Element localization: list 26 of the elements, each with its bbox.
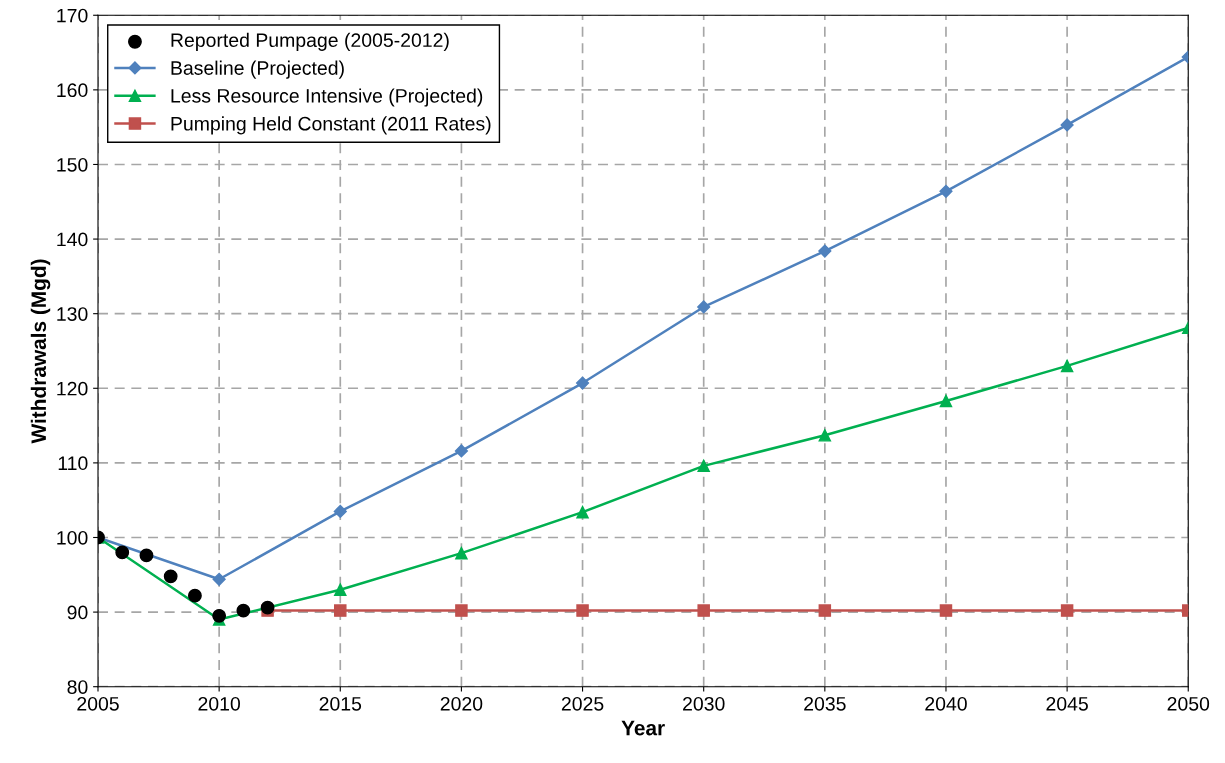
legend-label: Pumping Held Constant (2011 Rates) [171, 116, 491, 135]
x-tick-label: 2035 [804, 696, 846, 711]
y-tick-label: 90 [67, 605, 88, 620]
x-tick-label: 2045 [1046, 696, 1088, 711]
x-tick-label: 2050 [1167, 696, 1210, 711]
x-tick-label: 2040 [925, 696, 967, 711]
y-tick-label: 140 [57, 232, 88, 247]
x-tick-label: 2020 [440, 696, 483, 711]
x-tick-label: 2015 [319, 696, 362, 711]
x-tick-label: 2005 [77, 696, 119, 711]
x-axis-title: Year [621, 720, 665, 736]
y-tick-label: 150 [57, 157, 88, 172]
y-tick-label: 170 [57, 8, 88, 23]
x-tick-label: 2025 [561, 696, 604, 711]
y-tick-label: 80 [67, 680, 88, 694]
legend-label: Reported Pumpage (2005-2012) [171, 32, 449, 51]
legend-label: Less Resource Intensive (Projected) [171, 88, 483, 107]
y-tick-label: 160 [57, 83, 88, 98]
y-tick-label: 120 [57, 381, 88, 396]
y-tick-label: 110 [58, 456, 88, 471]
x-tick-label: 2010 [198, 696, 241, 711]
y-axis-title: Withdrawals (Mgd) [30, 259, 51, 444]
y-tick-label: 130 [57, 307, 88, 321]
legend-label: Baseline (Projected) [171, 60, 344, 79]
y-tick-label: 100 [57, 530, 88, 545]
x-tick-label: 2030 [683, 696, 725, 711]
